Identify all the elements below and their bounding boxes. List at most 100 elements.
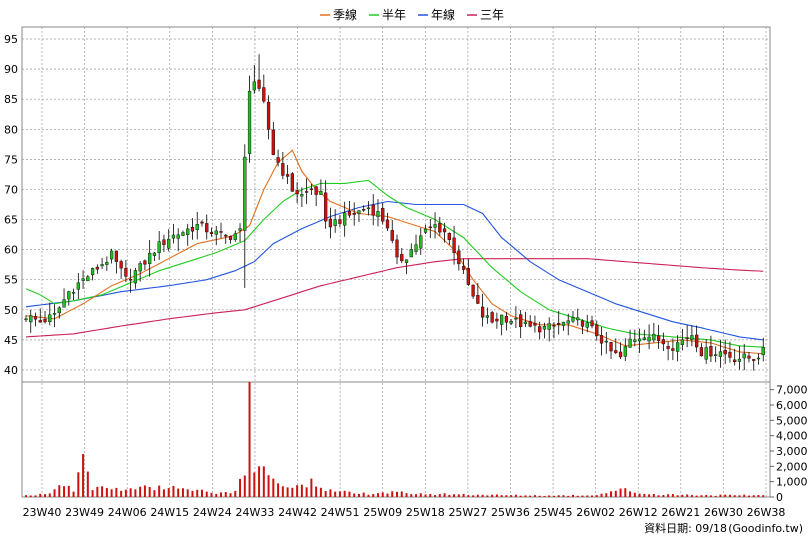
candle-body [271,129,275,155]
volume-bar [334,491,337,497]
volume-bar [120,490,123,497]
candle-body [509,321,513,324]
volume-bar [700,495,703,497]
price-tick-label: 85 [4,93,18,106]
price-tick-label: 45 [4,334,18,347]
x-tick-label: 25W09 [363,506,402,519]
x-tick-label: 25W45 [534,506,573,519]
candle-body [167,238,171,249]
volume-bar [300,484,303,497]
candle-body [357,210,361,214]
candle-body [656,335,661,341]
candle-body [752,359,756,361]
candle-body [671,348,675,351]
volume-bar [743,494,746,497]
volume-bar [695,495,698,497]
volume-bar [448,494,451,497]
candle-body [642,337,646,340]
volume-bar [586,495,589,497]
volume-bar [220,492,223,497]
candle-body [109,250,114,260]
candle-body [737,358,742,362]
volume-bar [728,494,731,497]
volume-bar [153,490,156,497]
ma_3year-line [25,258,764,338]
volume-bar [491,494,494,497]
volume-bar [667,494,670,497]
volume-bar [709,495,712,497]
candle-body [533,322,537,326]
candle-body [457,250,461,265]
candle-body [81,278,85,281]
volume-bar [396,491,398,497]
volume-bar [467,495,470,497]
candle-body [219,231,223,233]
volume-bar [500,495,503,497]
volume-bar [44,494,47,497]
candle-body [519,314,523,327]
x-tick-label: 24W42 [278,506,317,519]
candle-body [652,333,656,341]
volume-bar [567,495,570,497]
candle-body [576,317,580,321]
volume-bar [562,495,565,497]
price-tick-label: 50 [4,304,18,317]
volume-bar [510,495,513,497]
volume-bar [386,493,389,497]
volume-bar [443,493,446,497]
volume-bar [438,494,441,497]
volume-bar [714,495,717,497]
candle-body [538,326,542,333]
candle-body [43,318,47,323]
candle-body [328,218,333,228]
volume-bar [457,494,460,497]
volume-bar [638,493,641,497]
candle-body [38,320,42,323]
candle-body [704,347,708,360]
x-tick-label: 24W15 [150,506,189,519]
candle-body [243,156,247,231]
volume-bar [267,475,270,497]
ma_half-line [25,179,764,348]
volume-bar [58,485,61,497]
x-tick-label: 23W49 [65,506,104,519]
candle-body [24,318,28,321]
volume-bar [200,489,203,497]
volume-bar [576,495,579,497]
volume-bar [319,487,322,497]
candle-body [618,351,623,358]
candle-body [561,321,566,326]
volume-bar [681,494,684,497]
candle-body [685,337,689,339]
volume-bar [77,472,80,497]
volume-bar [686,494,689,497]
candle-body [599,335,604,344]
candle-body [699,347,704,357]
volume-bar [115,487,118,497]
x-tick-label: 25W36 [491,506,530,519]
volume-tick-label: 4,000 [776,430,808,443]
candle-body [119,261,123,269]
candle-body [490,312,494,323]
volume-bar [652,493,655,497]
candle-body [528,321,532,327]
volume-bar [305,487,308,497]
candle-body [195,224,199,230]
candle-body [95,266,99,270]
volume-bar [372,494,375,497]
volume-bar [196,489,199,497]
price-tick-label: 70 [4,183,18,196]
candle-body [347,211,352,216]
volume-bar [215,493,218,497]
volume-bar [210,492,213,497]
volume-bar [63,486,66,497]
volume-bar [67,485,70,497]
candle-body [143,260,147,265]
candle-body [423,228,428,233]
candle-body [690,335,694,340]
candle-body [86,276,90,282]
volume-bar [690,495,693,497]
volume-bar [724,494,727,497]
volume-bar [357,493,360,497]
volume-tick-label: 3,000 [776,445,808,458]
